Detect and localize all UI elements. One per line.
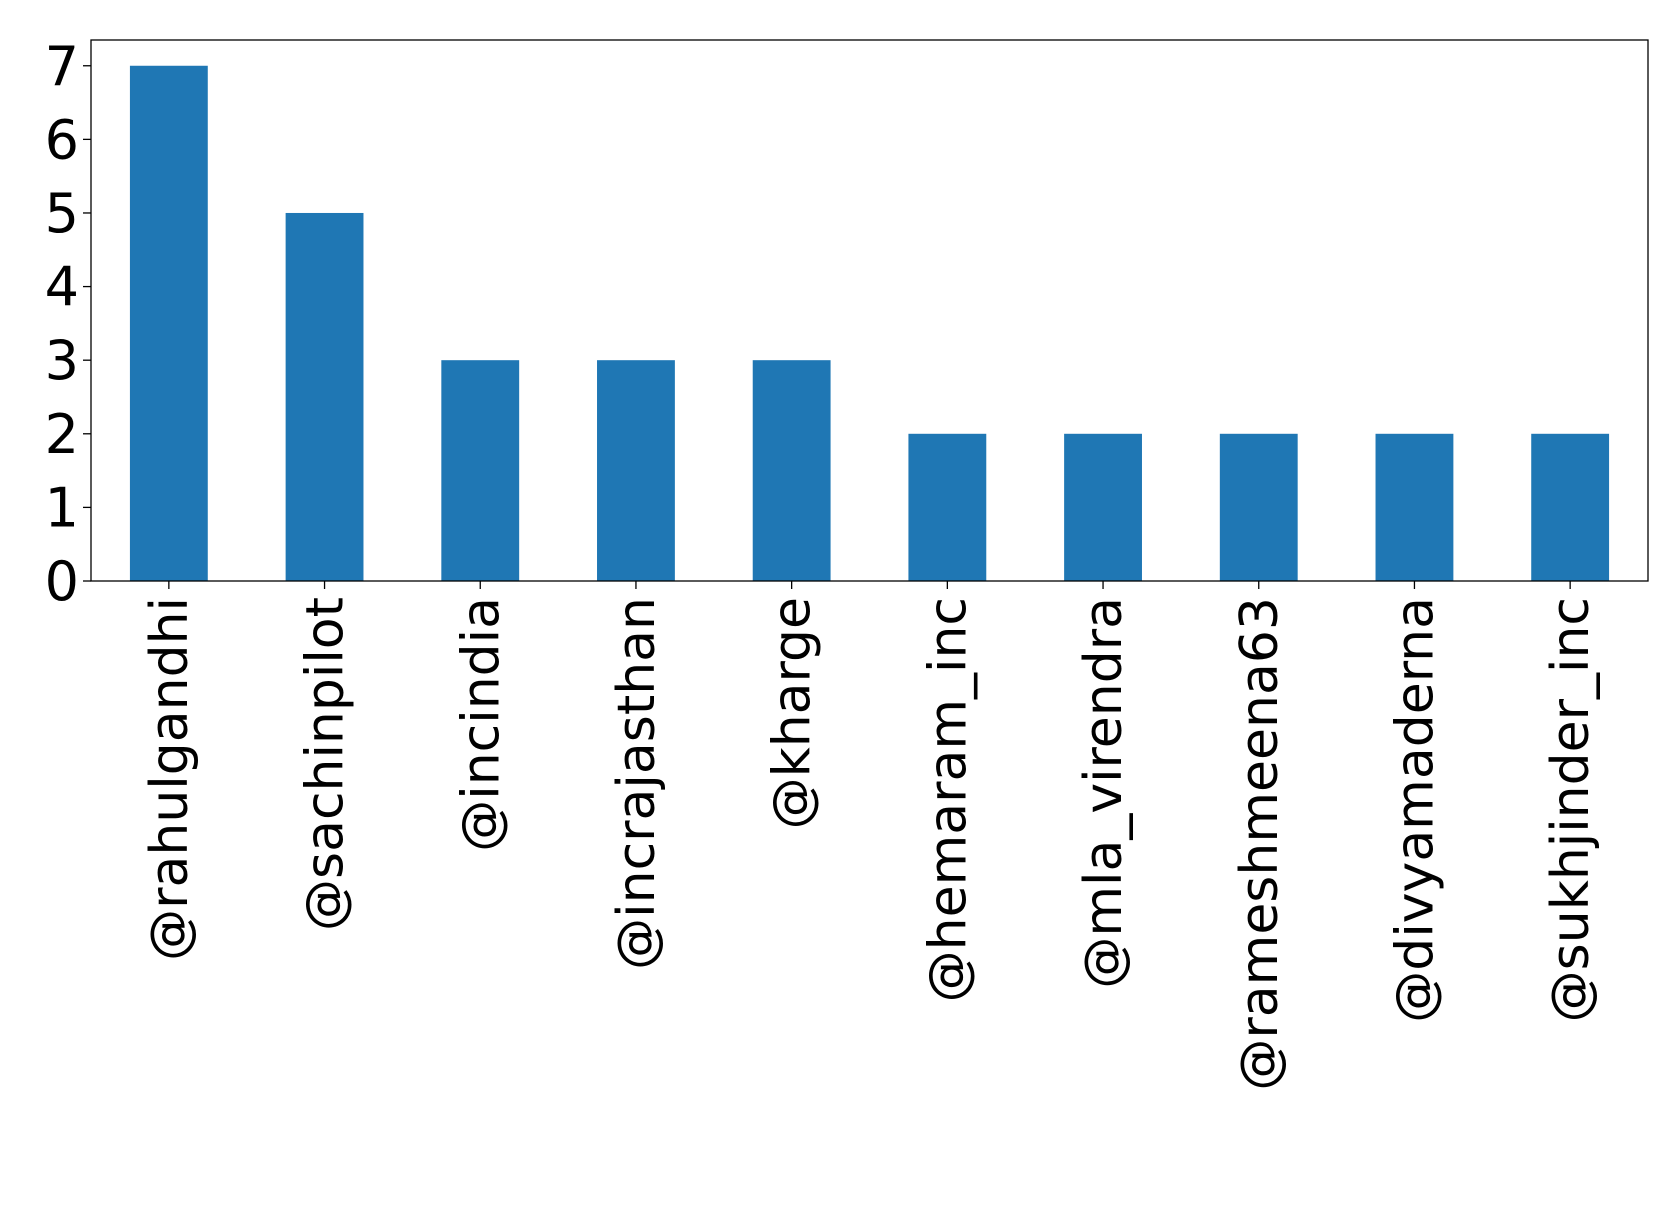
y-tick-label: 0 [45,550,79,613]
bar [1064,433,1142,581]
x-tick-label: @sukhjinder_inc [1541,597,1601,1022]
bar [908,433,987,581]
x-axis: @rahulgandhi @sachinpilot @incindia @incraj… [140,581,1601,1091]
y-tick-label: 6 [45,108,79,171]
y-tick-label: 7 [45,35,79,98]
x-tick-label: @rahulgandhi [140,597,200,961]
bar [1531,433,1610,581]
y-tick-label: 3 [45,329,79,392]
bar [597,360,675,581]
x-tick-label: @mla_virendra [1074,597,1134,989]
x-tick-label: @sachinpilot [296,597,356,931]
y-axis: 0 1 2 3 4 5 6 7 [45,35,91,613]
bar [752,360,831,581]
bar [129,65,208,581]
x-tick-label: @divyamaderna [1385,597,1445,1023]
y-tick-label: 5 [45,182,79,245]
bar [441,360,520,581]
bars [129,65,1610,582]
y-tick-label: 2 [45,403,79,466]
x-tick-label: @incrajasthan [607,597,667,970]
bar [1375,433,1454,581]
bar [285,212,364,582]
bar [1219,433,1298,581]
x-tick-label: @kharge [763,597,823,829]
x-tick-label: @incindia [451,597,511,852]
x-tick-label: @hemaram_inc [918,597,978,1002]
y-tick-label: 4 [45,256,79,319]
axes-frame [90,39,1649,582]
x-tick-label: @rameshmeena63 [1230,597,1290,1091]
y-tick-label: 1 [45,476,79,539]
